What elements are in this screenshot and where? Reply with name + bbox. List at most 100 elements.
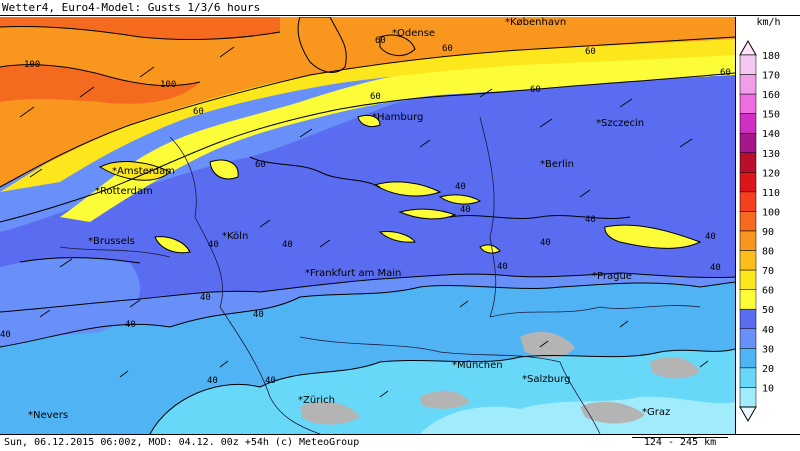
city-berlin: *Berlin: [540, 159, 575, 170]
terrain-patch: [650, 356, 700, 379]
legend-label: 170: [762, 71, 780, 82]
legend-swatch: [739, 54, 757, 75]
contour-value-labels: 100 100 60 60 60 60 60 60 60 60 40 40 40…: [0, 36, 731, 386]
city-hamburg: *Hamburg: [372, 112, 424, 123]
wind-field-10: [420, 396, 735, 434]
contour-label: 40: [455, 182, 466, 192]
gust-streak: [604, 224, 702, 249]
contour-label: 60: [375, 36, 386, 46]
wind-field-80: [0, 17, 735, 187]
wind-field-70: [0, 37, 735, 192]
gust-streak: [98, 161, 171, 181]
legend-swatch: [739, 289, 757, 310]
gust-streak: [373, 181, 442, 197]
city-szczecin: *Szczecin: [596, 118, 645, 129]
legend-swatch: [739, 387, 757, 408]
terrain-patch: [420, 390, 470, 409]
run-info: Sun, 06.12.2015 06:00z, MOD: 04.12. 00z …: [4, 437, 360, 448]
legend-label: 50: [762, 305, 774, 316]
legend-label: 70: [762, 266, 774, 277]
city-zurich: *Zürich: [298, 395, 335, 406]
legend-unit: km/h: [756, 17, 781, 28]
denmark-island: [379, 34, 416, 56]
legend-swatch: [739, 172, 757, 193]
city-prague: *Prague: [592, 271, 632, 282]
city-koln: *Köln: [222, 231, 249, 242]
legend-label: 110: [762, 188, 780, 199]
scale-bar-line: [632, 437, 728, 438]
gust-streak: [438, 194, 482, 205]
legend-label: 90: [762, 227, 774, 238]
contour-label: 40: [497, 262, 508, 272]
contour-label: 40: [207, 376, 218, 386]
contour-label: 40: [540, 238, 551, 248]
city-rotterdam: *Rotterdam: [95, 186, 153, 197]
legend-swatch: [739, 74, 757, 95]
legend-upper-arrow: [739, 39, 757, 56]
contour-label: 100: [160, 80, 176, 90]
contour-label: 40: [125, 320, 136, 330]
terrain-patch: [300, 401, 360, 425]
legend-label: 180: [762, 51, 780, 62]
gust-streak: [357, 114, 381, 128]
terrain-patch: [520, 331, 575, 358]
wind-arrows: [19, 46, 709, 398]
contour-label: 60: [585, 47, 596, 57]
legend-swatch: [739, 230, 757, 251]
legend-label: 140: [762, 129, 780, 140]
legend-swatch: [739, 328, 757, 349]
contour-label: 40: [200, 293, 211, 303]
legend-label: 10: [762, 383, 774, 394]
wind-field-100b: [0, 64, 200, 104]
legend-label: 60: [762, 286, 774, 297]
contour-label: 40: [460, 205, 471, 215]
contour-label: 60: [370, 92, 381, 102]
contour-label: 60: [530, 85, 541, 95]
city-brussels: *Brussels: [88, 236, 135, 247]
legend-label: 30: [762, 344, 774, 355]
gust-streak: [378, 231, 416, 243]
legend-label: 150: [762, 110, 780, 121]
legend-label: 100: [762, 207, 780, 218]
legend-swatch: [739, 93, 757, 114]
legend-label: 40: [762, 325, 774, 336]
legend-swatch: [739, 132, 757, 154]
legend-swatch: [739, 367, 757, 388]
wind-field-40-west: [0, 258, 140, 339]
legend-swatch: [739, 191, 757, 212]
contour-label: 60: [442, 44, 453, 54]
legend-lower-arrow: [739, 406, 757, 423]
legend-label: 20: [762, 364, 774, 375]
contour-label: 40: [585, 215, 596, 225]
contour-label: 40: [282, 240, 293, 250]
map-title: Wetter4, Euro4-Model: Gusts 1/3/6 hours: [0, 0, 800, 16]
legend-label: 160: [762, 90, 780, 101]
denmark-land: [297, 17, 347, 73]
contour-label: 60: [255, 160, 266, 170]
legend-swatch: [739, 348, 757, 369]
legend-swatch: [739, 211, 757, 232]
legend-label: 80: [762, 247, 774, 258]
contour-label: 40: [705, 232, 716, 242]
contour-lines: [0, 25, 735, 434]
gust-map: 100 100 60 60 60 60 60 60 60 60 40 40 40…: [0, 17, 735, 434]
contour-label: 40: [265, 376, 276, 386]
country-borders: [59, 116, 701, 434]
terrain-patch: [580, 401, 645, 424]
legend-label: 130: [762, 149, 780, 160]
gust-streak: [209, 159, 239, 180]
legend-colorbar: 180 170 160 150 140 130 120 110 100 90 80 70 60 50 40 3…: [739, 39, 780, 423]
contour-label: 40: [0, 330, 11, 340]
gust-legend: km/h 180 170 160 150 140 130 120 110 100 90 80 70 60…: [735, 17, 800, 434]
scale-bar-label: 124 - 245 km: [643, 437, 717, 448]
legend-swatch: [739, 250, 757, 271]
gust-streak: [154, 236, 191, 254]
legend-label: 120: [762, 168, 780, 179]
wind-field-100: [0, 17, 280, 40]
contour-label: 60: [720, 68, 731, 78]
city-frankfurt: *Frankfurt am Main: [305, 268, 402, 279]
wind-field-60: [60, 47, 735, 222]
contour-label: 40: [710, 263, 721, 273]
city-amsterdam: *Amsterdam: [112, 166, 176, 177]
